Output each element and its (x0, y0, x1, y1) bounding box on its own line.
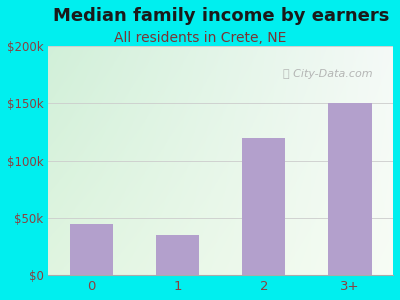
Text: ⓘ City-Data.com: ⓘ City-Data.com (283, 69, 372, 79)
Text: All residents in Crete, NE: All residents in Crete, NE (114, 32, 286, 46)
Bar (70, 224, 113, 275)
Bar (242, 138, 285, 275)
Bar (156, 235, 199, 275)
Title: Median family income by earners: Median family income by earners (52, 7, 389, 25)
Bar (328, 103, 372, 275)
